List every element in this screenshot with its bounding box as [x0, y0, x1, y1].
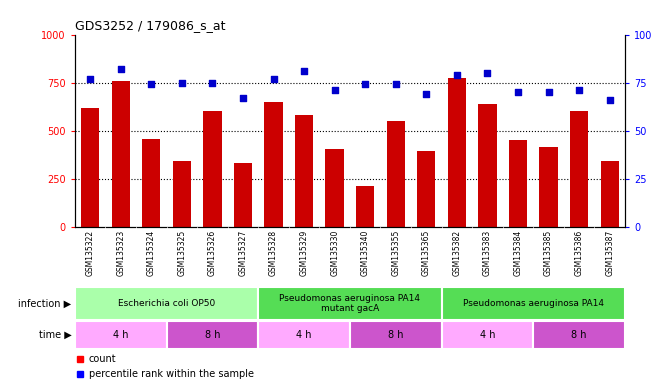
Text: Pseudomonas aeruginosa PA14: Pseudomonas aeruginosa PA14: [463, 299, 603, 308]
Bar: [326, 149, 344, 227]
Point: [85, 76, 95, 82]
Point: [482, 70, 493, 76]
Bar: [234, 163, 252, 227]
Text: GSM135340: GSM135340: [361, 230, 370, 276]
Text: GSM135355: GSM135355: [391, 230, 400, 276]
Bar: [441, 321, 533, 349]
Text: GSM135329: GSM135329: [299, 230, 309, 276]
Point: [421, 91, 432, 97]
Point: [574, 87, 585, 93]
Point: [360, 81, 370, 88]
Bar: [478, 104, 497, 227]
Bar: [295, 115, 313, 227]
Point: [207, 79, 217, 86]
Bar: [203, 111, 221, 227]
Text: GSM135382: GSM135382: [452, 230, 462, 276]
Text: infection ▶: infection ▶: [18, 298, 72, 308]
Bar: [167, 321, 258, 349]
Bar: [142, 139, 160, 227]
Text: GSM135325: GSM135325: [177, 230, 186, 276]
Bar: [350, 321, 441, 349]
Text: GSM135322: GSM135322: [86, 230, 94, 276]
Text: 8 h: 8 h: [572, 330, 587, 340]
Bar: [75, 321, 167, 349]
Bar: [387, 121, 405, 227]
Point: [238, 95, 248, 101]
Text: 4 h: 4 h: [296, 330, 312, 340]
Bar: [448, 78, 466, 227]
Text: GSM135324: GSM135324: [146, 230, 156, 276]
Point: [391, 81, 401, 88]
Text: GSM135326: GSM135326: [208, 230, 217, 276]
Point: [115, 66, 126, 72]
Bar: [533, 321, 625, 349]
Point: [605, 97, 615, 103]
Point: [452, 72, 462, 78]
Text: GSM135384: GSM135384: [514, 230, 523, 276]
Text: Escherichia coli OP50: Escherichia coli OP50: [118, 299, 215, 308]
Text: GSM135385: GSM135385: [544, 230, 553, 276]
Bar: [111, 81, 130, 227]
Bar: [75, 287, 258, 320]
Point: [176, 79, 187, 86]
Bar: [570, 111, 589, 227]
Text: GSM135387: GSM135387: [605, 230, 614, 276]
Bar: [258, 287, 441, 320]
Text: GSM135386: GSM135386: [575, 230, 583, 276]
Text: percentile rank within the sample: percentile rank within the sample: [89, 369, 254, 379]
Text: GDS3252 / 179086_s_at: GDS3252 / 179086_s_at: [75, 19, 225, 32]
Bar: [264, 102, 283, 227]
Text: GSM135327: GSM135327: [238, 230, 247, 276]
Text: 8 h: 8 h: [388, 330, 404, 340]
Bar: [417, 151, 436, 227]
Text: GSM135383: GSM135383: [483, 230, 492, 276]
Point: [544, 89, 554, 95]
Text: count: count: [89, 354, 117, 364]
Point: [329, 87, 340, 93]
Point: [513, 89, 523, 95]
Bar: [540, 147, 558, 227]
Text: GSM135365: GSM135365: [422, 230, 431, 276]
Point: [299, 68, 309, 74]
Text: Pseudomonas aeruginosa PA14
mutant gacA: Pseudomonas aeruginosa PA14 mutant gacA: [279, 294, 421, 313]
Text: GSM135323: GSM135323: [117, 230, 125, 276]
Bar: [356, 186, 374, 227]
Bar: [81, 108, 100, 227]
Text: 4 h: 4 h: [480, 330, 495, 340]
Bar: [600, 161, 619, 227]
Text: time ▶: time ▶: [39, 330, 72, 340]
Bar: [509, 140, 527, 227]
Text: GSM135330: GSM135330: [330, 230, 339, 276]
Point: [146, 81, 156, 88]
Point: [268, 76, 279, 82]
Bar: [173, 161, 191, 227]
Text: 8 h: 8 h: [204, 330, 220, 340]
Bar: [441, 287, 625, 320]
Text: 4 h: 4 h: [113, 330, 128, 340]
Text: GSM135328: GSM135328: [269, 230, 278, 276]
Bar: [258, 321, 350, 349]
